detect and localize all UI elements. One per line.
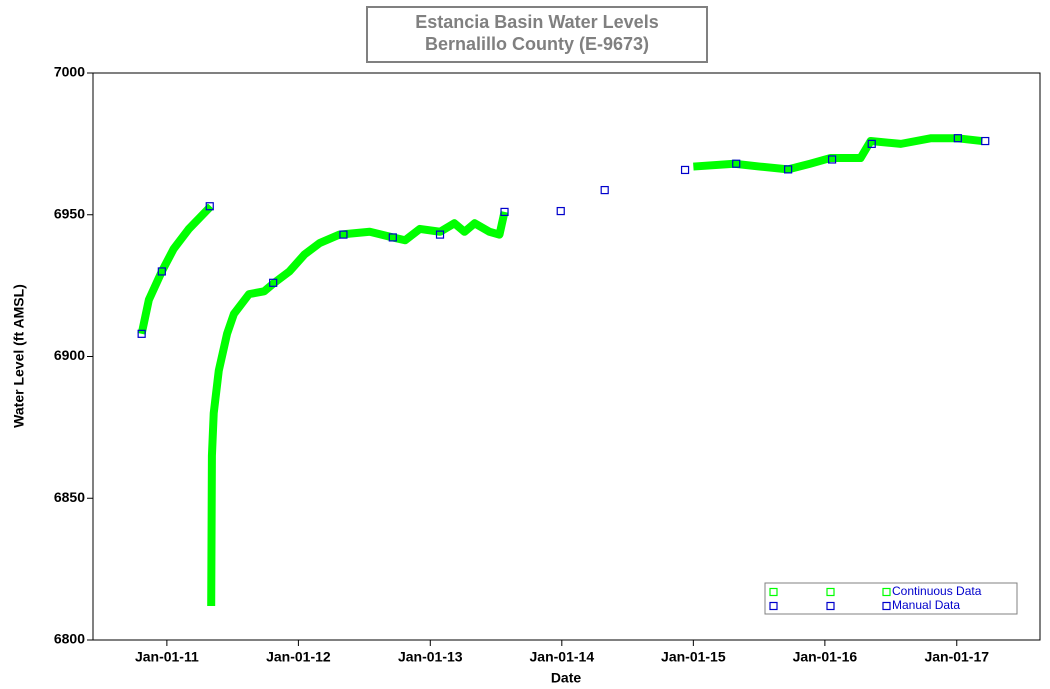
x-tick-label: Jan-01-12 bbox=[266, 649, 331, 665]
data-marker bbox=[556, 206, 565, 216]
legend-box bbox=[764, 582, 1018, 615]
data-marker bbox=[680, 165, 690, 175]
legend-marker bbox=[769, 587, 778, 597]
legend-label: Continuous Data bbox=[892, 584, 982, 598]
x-tick-label: Jan-01-13 bbox=[398, 649, 463, 665]
data-marker bbox=[388, 233, 397, 242]
data-marker bbox=[827, 155, 837, 164]
y-tick-label: 6850 bbox=[54, 489, 85, 505]
legend-marker bbox=[882, 601, 891, 611]
data-line bbox=[207, 211, 509, 606]
data-marker bbox=[732, 159, 741, 168]
data-marker bbox=[435, 230, 445, 239]
y-tick-label: 6800 bbox=[54, 631, 85, 647]
data-marker bbox=[205, 202, 214, 211]
data-marker bbox=[339, 230, 348, 239]
y-tick-label: 6900 bbox=[54, 347, 85, 363]
title-box bbox=[366, 6, 708, 63]
chart-title: Estancia Basin Water Levels bbox=[415, 12, 658, 32]
legend-label: Manual Data bbox=[892, 598, 960, 612]
legend-marker bbox=[769, 601, 778, 611]
x-tick-label: Jan-01-17 bbox=[924, 649, 989, 665]
y-tick-label: 7000 bbox=[54, 64, 85, 80]
data-marker bbox=[137, 329, 146, 338]
legend-marker bbox=[826, 601, 835, 611]
data-marker bbox=[953, 134, 962, 143]
chart-subtitle: Bernalillo County (E-9673) bbox=[425, 34, 649, 54]
data-marker bbox=[157, 267, 166, 276]
data-marker bbox=[500, 207, 509, 217]
data-marker bbox=[867, 139, 876, 148]
data-marker bbox=[981, 136, 990, 146]
legend-marker bbox=[882, 587, 891, 597]
legend-marker bbox=[826, 587, 835, 597]
data-marker bbox=[784, 165, 793, 174]
x-tick-label: Jan-01-11 bbox=[135, 649, 199, 665]
x-tick-label: Jan-01-15 bbox=[661, 649, 726, 665]
plot-area bbox=[92, 72, 1041, 641]
x-tick-label: Jan-01-14 bbox=[530, 649, 595, 665]
y-tick-label: 6950 bbox=[54, 205, 85, 221]
x-tick-label: Jan-01-16 bbox=[793, 649, 858, 665]
x-axis-label: Date bbox=[551, 670, 582, 686]
y-axis-label: Water Level (ft AMSL) bbox=[11, 284, 27, 428]
data-line bbox=[137, 203, 214, 335]
data-line bbox=[693, 134, 983, 174]
data-marker bbox=[600, 185, 609, 195]
data-marker bbox=[269, 278, 278, 287]
